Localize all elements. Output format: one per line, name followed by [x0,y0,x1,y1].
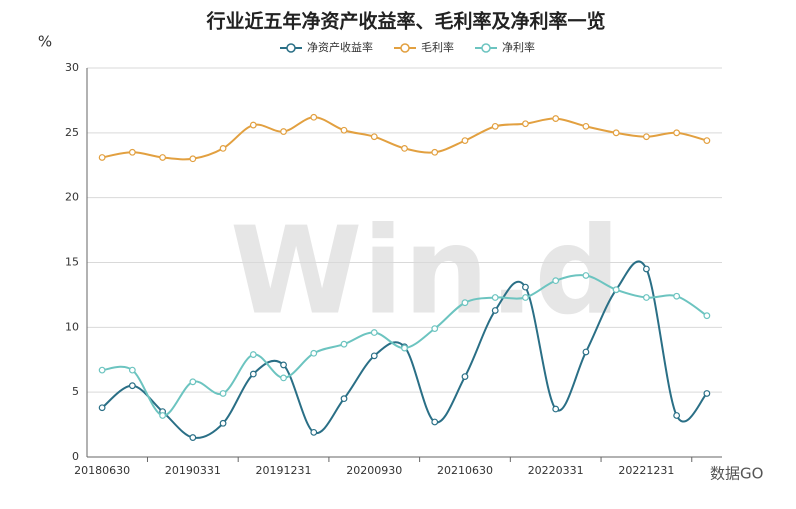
point [643,265,650,273]
legend-marker [286,43,296,53]
point [249,351,257,358]
point [370,329,378,336]
point [703,312,711,320]
y-tick-label: 25 [65,126,79,139]
point [128,148,136,156]
point [159,412,166,419]
legend-item: 净资产收益率 [280,40,373,54]
point [673,292,681,300]
point [552,277,560,285]
point [98,404,106,412]
point [249,121,257,129]
point [522,283,529,291]
point [249,370,257,378]
watermark: Win.d [230,203,620,342]
point [582,348,590,356]
point [522,120,529,128]
brand: 数据GO [710,465,763,483]
point [461,137,469,145]
legend-label: 净利率 [502,40,535,54]
point [643,294,650,301]
point [703,137,711,145]
point [431,148,439,156]
point [219,144,227,152]
point [491,122,499,130]
point [401,144,408,152]
point [612,129,620,137]
point [552,115,560,122]
point [98,154,106,161]
x-tick-label: 20190331 [165,464,221,477]
x-tick-label: 20220331 [528,464,584,477]
y-tick-label: 0 [72,450,79,463]
x-tick-label: 20191231 [256,464,312,477]
y-tick-label: 5 [72,385,79,398]
point [189,155,197,163]
point [189,378,197,386]
point [431,418,439,426]
point [461,373,469,381]
legend-label: 净资产收益率 [307,40,373,54]
point [189,434,197,441]
x-tick-label: 20200930 [346,464,402,477]
point [98,366,106,374]
legend-label: 毛利率 [421,40,454,54]
point [643,133,650,141]
point [310,428,318,436]
y-tick-label: 15 [65,256,79,269]
x-tick-label: 20210630 [437,464,493,477]
point [582,272,590,279]
x-tick-label: 20221231 [618,464,674,477]
point [491,294,499,301]
y-tick-label: 20 [65,191,79,204]
legend-marker [400,43,410,53]
point [280,361,287,369]
y-axis-label: % [38,33,52,51]
chart-title: 行业近五年净资产收益率、毛利率及净利率一览 [205,10,605,33]
series-line [101,116,708,161]
point [552,405,560,413]
point [219,419,227,427]
point [612,286,620,294]
point [401,344,408,352]
legend-marker [481,43,491,53]
point [340,395,348,403]
point [673,412,681,419]
y-tick-label: 30 [65,61,79,74]
legend-item: 净利率 [475,40,535,54]
point [370,352,378,360]
point [340,340,348,348]
y-tick-label: 10 [65,320,79,333]
x-tick-label: 20180630 [74,464,130,477]
point [128,382,136,390]
point [280,128,287,135]
point [431,325,439,333]
point [219,390,227,397]
point [673,129,681,137]
point [340,126,348,134]
point [703,390,711,397]
point [461,299,469,307]
legend-item: 毛利率 [394,40,454,54]
point [310,349,318,357]
point [280,374,287,382]
point [159,154,166,161]
point [491,307,499,314]
point [310,113,318,121]
point [370,133,378,141]
point [582,122,590,130]
point [522,294,529,301]
point [128,366,136,374]
